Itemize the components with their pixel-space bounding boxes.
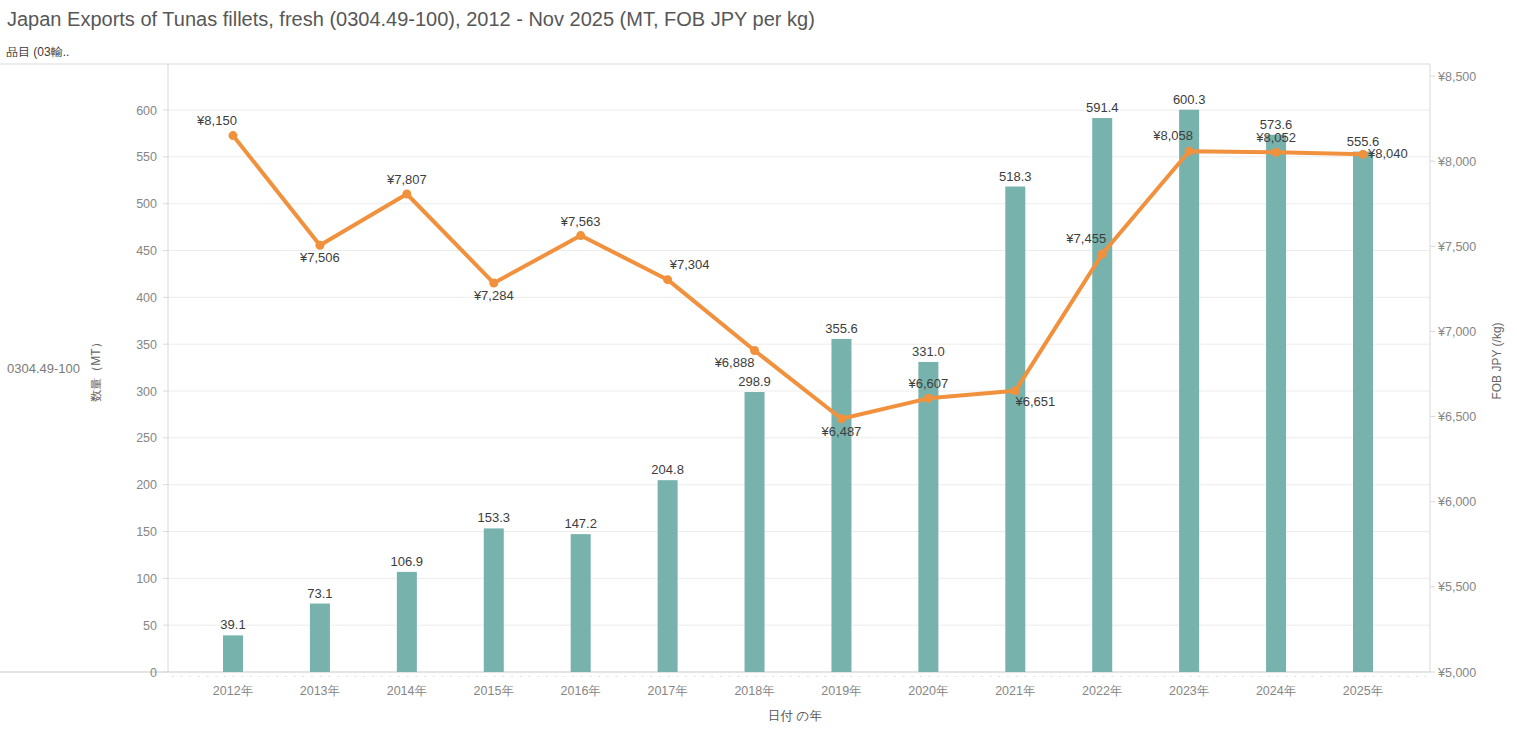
year-tick-label: 2016年 bbox=[561, 684, 601, 698]
x-axis-title: 日付 の年 bbox=[768, 708, 822, 725]
left-tick-label: 400 bbox=[136, 291, 157, 305]
axis-frame bbox=[0, 64, 1430, 677]
line-value-label: ¥7,807 bbox=[386, 172, 427, 187]
bar-mark[interactable] bbox=[918, 362, 938, 672]
bar-value-label: 147.2 bbox=[564, 516, 597, 531]
bar-mark[interactable] bbox=[571, 534, 591, 672]
right-axis-title: FOB JPY (/kg) bbox=[1490, 322, 1504, 399]
line-value-label: ¥7,506 bbox=[299, 250, 340, 265]
bar-mark[interactable] bbox=[223, 635, 243, 672]
dual-axis-chart: 0 50 100 150 200 250 300 350 400 450 500 550 600 ¥5,0… bbox=[0, 0, 1517, 732]
left-tick-label: 0 bbox=[150, 666, 157, 680]
line-value-label: ¥7,563 bbox=[560, 214, 601, 229]
field-header-pill: 品目 (03輸.. bbox=[6, 44, 69, 61]
year-tick-label: 2021年 bbox=[995, 684, 1035, 698]
bar-mark[interactable] bbox=[745, 392, 765, 672]
bar-value-label: 591.4 bbox=[1086, 100, 1119, 115]
tableau-dashboard: { "title": "Japan Exports of Tunas fille… bbox=[0, 0, 1517, 732]
right-tick-label: ¥5,000 bbox=[1437, 666, 1476, 680]
year-tick-label: 2019年 bbox=[821, 684, 861, 698]
line-value-label: ¥6,487 bbox=[821, 424, 862, 439]
left-tick-label: 350 bbox=[136, 338, 157, 352]
left-tick-label: 250 bbox=[136, 431, 157, 445]
year-tick-label: 2024年 bbox=[1256, 684, 1296, 698]
line-point[interactable] bbox=[576, 231, 585, 240]
year-tick-label: 2022年 bbox=[1082, 684, 1122, 698]
bar-value-label: 331.0 bbox=[912, 344, 945, 359]
left-tick-label: 450 bbox=[136, 244, 157, 258]
left-tick-label: 600 bbox=[136, 104, 157, 118]
line-point[interactable] bbox=[663, 275, 672, 284]
line-point[interactable] bbox=[1185, 147, 1194, 156]
left-tick-label: 500 bbox=[136, 197, 157, 211]
bar-mark[interactable] bbox=[1179, 110, 1199, 672]
bar-value-label: 204.8 bbox=[651, 462, 684, 477]
row-header-label: 0304.49-100 bbox=[7, 361, 80, 376]
year-tick-label: 2017年 bbox=[647, 684, 687, 698]
line-value-label: ¥7,284 bbox=[473, 288, 514, 303]
line-point[interactable] bbox=[229, 131, 238, 140]
chart-title: Japan Exports of Tunas fillets, fresh (0… bbox=[7, 8, 815, 31]
line-point[interactable] bbox=[489, 279, 498, 288]
line-value-label: ¥8,040 bbox=[1367, 146, 1408, 161]
data-labels: 39.1 73.1 106.9 153.3 147.2 204.8 298.9 355.6 33… bbox=[196, 92, 1408, 633]
bar-mark[interactable] bbox=[1092, 118, 1112, 672]
line-value-label: ¥6,607 bbox=[908, 376, 949, 391]
left-axis-title: 数量（MT） bbox=[88, 336, 105, 401]
bar-value-label: 73.1 bbox=[307, 586, 332, 601]
bar-value-label: 355.6 bbox=[825, 321, 858, 336]
year-tick-label: 2018年 bbox=[734, 684, 774, 698]
line-value-label: ¥7,455 bbox=[1065, 231, 1106, 246]
line-point[interactable] bbox=[837, 414, 846, 423]
left-tick-label: 300 bbox=[136, 385, 157, 399]
bar-value-label: 106.9 bbox=[391, 554, 424, 569]
bar-value-label: 298.9 bbox=[738, 374, 771, 389]
line-point[interactable] bbox=[1098, 249, 1107, 258]
line-value-label: ¥8,150 bbox=[196, 113, 237, 128]
bar-value-label: 518.3 bbox=[999, 169, 1032, 184]
right-tick-label: ¥6,500 bbox=[1437, 410, 1476, 424]
year-tick-label: 2025年 bbox=[1343, 684, 1383, 698]
line-point[interactable] bbox=[1272, 148, 1281, 157]
left-tick-label: 200 bbox=[136, 478, 157, 492]
line-value-label: ¥6,651 bbox=[1014, 394, 1055, 409]
line-point[interactable] bbox=[1358, 150, 1367, 159]
line-value-label: ¥6,888 bbox=[714, 355, 755, 370]
bar-mark[interactable] bbox=[658, 480, 678, 672]
line-point[interactable] bbox=[315, 241, 324, 250]
line-point[interactable] bbox=[402, 190, 411, 199]
bar-value-label: 153.3 bbox=[477, 510, 510, 525]
line-value-label: ¥7,304 bbox=[669, 257, 710, 272]
left-tick-label: 100 bbox=[136, 572, 157, 586]
line-value-label: ¥8,052 bbox=[1255, 130, 1296, 145]
right-tick-label: ¥6,000 bbox=[1437, 495, 1476, 509]
line-value-label: ¥8,058 bbox=[1152, 128, 1193, 143]
bar-mark[interactable] bbox=[831, 339, 851, 672]
left-tick-label: 150 bbox=[136, 525, 157, 539]
right-tick-label: ¥5,500 bbox=[1437, 580, 1476, 594]
year-tick-label: 2020年 bbox=[908, 684, 948, 698]
bar-mark[interactable] bbox=[1353, 152, 1373, 672]
right-tick-label: ¥8,000 bbox=[1437, 155, 1476, 169]
gridlines bbox=[168, 110, 1430, 625]
right-tick-label: ¥8,500 bbox=[1437, 70, 1476, 84]
bar-value-label: 39.1 bbox=[220, 617, 245, 632]
year-tick-label: 2015年 bbox=[474, 684, 514, 698]
year-tick-label: 2013年 bbox=[300, 684, 340, 698]
bar-mark[interactable] bbox=[484, 528, 504, 672]
year-tick-label: 2014年 bbox=[387, 684, 427, 698]
year-tick-label: 2023年 bbox=[1169, 684, 1209, 698]
bar-mark[interactable] bbox=[1266, 135, 1286, 672]
bar-mark[interactable] bbox=[310, 604, 330, 672]
line-point[interactable] bbox=[924, 394, 933, 403]
bar-mark[interactable] bbox=[1005, 187, 1025, 672]
year-tick-label: 2012年 bbox=[213, 684, 253, 698]
right-tick-label: ¥7,500 bbox=[1437, 240, 1476, 254]
bar-value-label: 600.3 bbox=[1173, 92, 1206, 107]
right-tick-label: ¥7,000 bbox=[1437, 325, 1476, 339]
left-tick-label: 50 bbox=[143, 619, 157, 633]
bar-mark[interactable] bbox=[397, 572, 417, 672]
left-tick-label: 550 bbox=[136, 150, 157, 164]
